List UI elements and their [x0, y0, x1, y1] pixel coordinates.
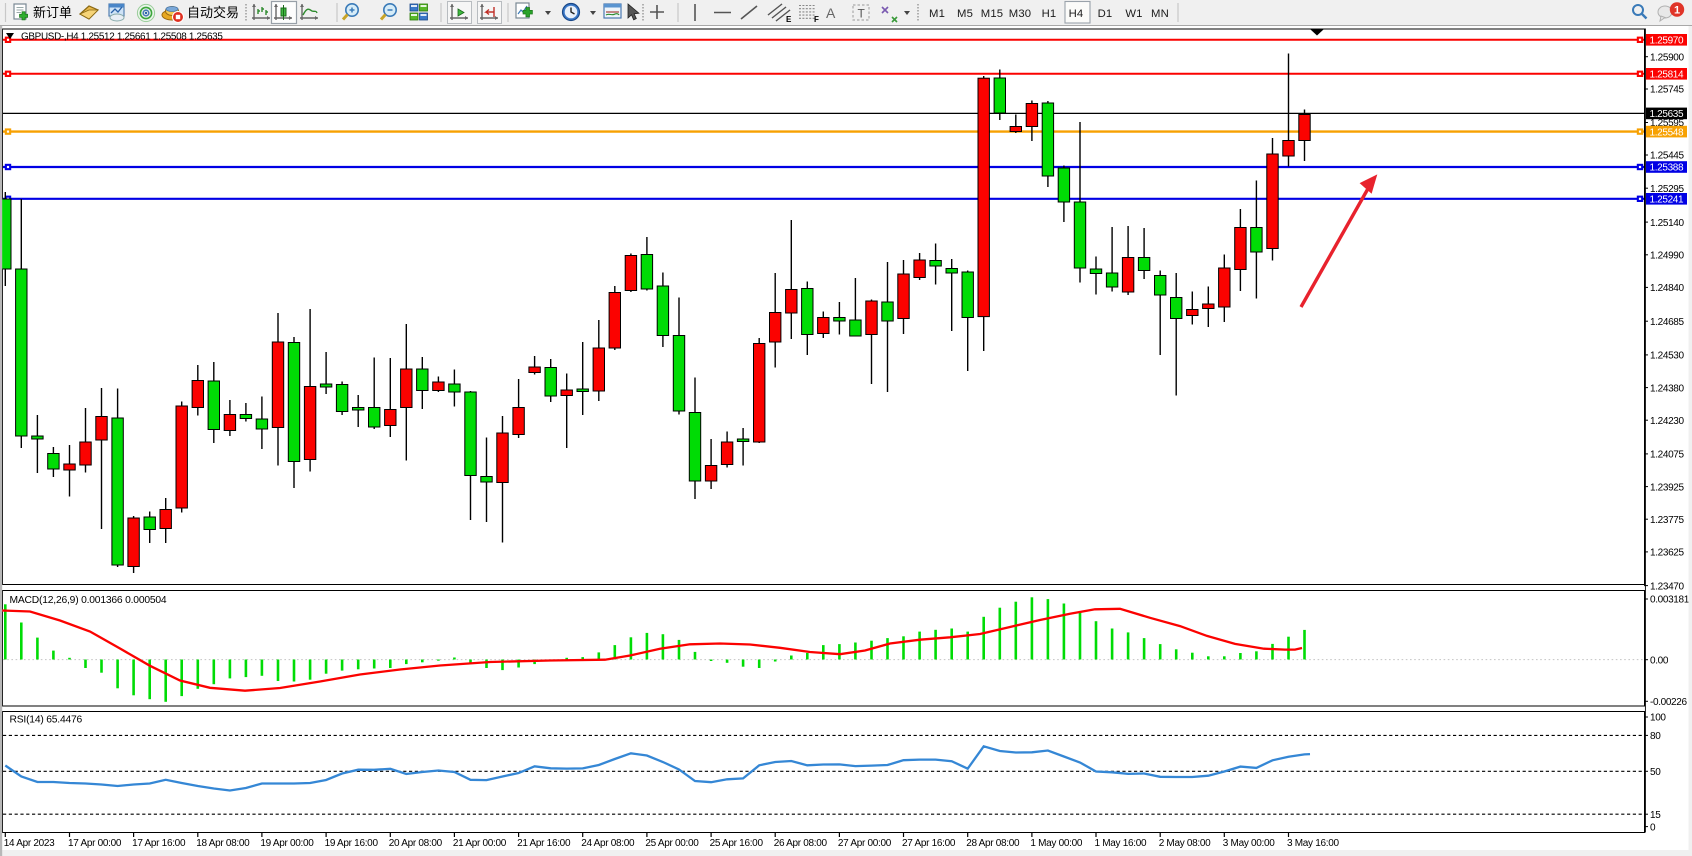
svg-text:1.24380: 1.24380 — [1650, 383, 1684, 394]
svg-text:1.23470: 1.23470 — [1650, 581, 1684, 592]
svg-text:自动交易: 自动交易 — [187, 5, 239, 20]
svg-text:21 Apr 00:00: 21 Apr 00:00 — [453, 838, 507, 849]
svg-text:1.25140: 1.25140 — [1650, 218, 1684, 229]
svg-text:1.24075: 1.24075 — [1650, 450, 1684, 461]
svg-text:E: E — [786, 15, 792, 24]
svg-text:1: 1 — [1674, 5, 1680, 17]
svg-text:0: 0 — [1650, 822, 1656, 833]
svg-text:28 Apr 08:00: 28 Apr 08:00 — [966, 838, 1020, 849]
svg-text:27 Apr 16:00: 27 Apr 16:00 — [902, 838, 956, 849]
svg-text:1.24230: 1.24230 — [1650, 416, 1684, 427]
svg-text:19 Apr 16:00: 19 Apr 16:00 — [325, 838, 379, 849]
svg-text:1.25241: 1.25241 — [1650, 195, 1684, 206]
svg-text:26 Apr 08:00: 26 Apr 08:00 — [774, 838, 828, 849]
svg-text:0.00: 0.00 — [1650, 655, 1669, 666]
svg-text:GBPUSD-,H4 1.25512 1.25661 1.: GBPUSD-,H4 1.25512 1.25661 1.25508 1.256… — [21, 32, 223, 43]
svg-text:1.24840: 1.24840 — [1650, 283, 1684, 294]
svg-text:H4: H4 — [1069, 8, 1084, 20]
svg-text:14 Apr 2023: 14 Apr 2023 — [4, 838, 55, 849]
svg-text:3 May 00:00: 3 May 00:00 — [1223, 838, 1275, 849]
svg-text:1.25445: 1.25445 — [1650, 151, 1684, 162]
svg-text:1.25388: 1.25388 — [1650, 163, 1684, 174]
svg-text:1.25295: 1.25295 — [1650, 184, 1684, 195]
svg-text:80: 80 — [1650, 731, 1661, 742]
svg-text:21 Apr 16:00: 21 Apr 16:00 — [517, 838, 571, 849]
svg-text:17 Apr 00:00: 17 Apr 00:00 — [68, 838, 122, 849]
svg-text:M1: M1 — [929, 8, 945, 20]
svg-text:1 May 16:00: 1 May 16:00 — [1095, 838, 1147, 849]
svg-text:新订单: 新订单 — [33, 5, 72, 20]
svg-text:1.23775: 1.23775 — [1650, 515, 1684, 526]
svg-text:D1: D1 — [1098, 8, 1113, 20]
svg-text:1.25548: 1.25548 — [1650, 127, 1684, 138]
svg-text:24 Apr 08:00: 24 Apr 08:00 — [581, 838, 635, 849]
svg-text:1.25745: 1.25745 — [1650, 85, 1684, 96]
svg-text:1.23625: 1.23625 — [1650, 548, 1684, 559]
svg-text:-0.00226: -0.00226 — [1650, 697, 1687, 708]
svg-text:1.24685: 1.24685 — [1650, 317, 1684, 328]
svg-text:0.003181: 0.003181 — [1650, 595, 1690, 606]
svg-text:25 Apr 00:00: 25 Apr 00:00 — [645, 838, 699, 849]
svg-text:W1: W1 — [1125, 8, 1142, 20]
svg-text:17 Apr 16:00: 17 Apr 16:00 — [132, 838, 186, 849]
svg-text:1.25595: 1.25595 — [1650, 118, 1684, 129]
svg-text:1.25635: 1.25635 — [1650, 109, 1684, 120]
svg-text:MN: MN — [1151, 8, 1169, 20]
svg-text:19 Apr 00:00: 19 Apr 00:00 — [260, 838, 314, 849]
svg-text:15: 15 — [1650, 810, 1661, 821]
svg-text:F: F — [814, 15, 819, 24]
svg-text:27 Apr 00:00: 27 Apr 00:00 — [838, 838, 892, 849]
svg-text:1.25970: 1.25970 — [1650, 36, 1684, 47]
svg-text:1.24530: 1.24530 — [1650, 351, 1684, 362]
svg-text:RSI(14) 65.4476: RSI(14) 65.4476 — [10, 715, 83, 726]
svg-text:1.25814: 1.25814 — [1650, 70, 1684, 81]
svg-text:25 Apr 16:00: 25 Apr 16:00 — [710, 838, 764, 849]
svg-text:M15: M15 — [981, 8, 1004, 20]
svg-text:20 Apr 08:00: 20 Apr 08:00 — [389, 838, 443, 849]
svg-text:18 Apr 08:00: 18 Apr 08:00 — [196, 838, 250, 849]
svg-text:MACD(12,26,9) 0.001366 0.00050: MACD(12,26,9) 0.001366 0.000504 — [10, 595, 167, 606]
svg-text:M5: M5 — [957, 8, 973, 20]
svg-text:A: A — [826, 5, 836, 21]
svg-text:1.24990: 1.24990 — [1650, 251, 1684, 262]
svg-text:50: 50 — [1650, 767, 1661, 778]
svg-text:1.23925: 1.23925 — [1650, 482, 1684, 493]
svg-text:T: T — [858, 7, 866, 21]
svg-text:1.25900: 1.25900 — [1650, 52, 1684, 63]
svg-text:3 May 16:00: 3 May 16:00 — [1287, 838, 1339, 849]
svg-text:1 May 00:00: 1 May 00:00 — [1030, 838, 1082, 849]
svg-text:2 May 08:00: 2 May 08:00 — [1159, 838, 1211, 849]
svg-text:M30: M30 — [1009, 8, 1032, 20]
svg-text:100: 100 — [1650, 713, 1666, 724]
svg-text:H1: H1 — [1042, 8, 1057, 20]
